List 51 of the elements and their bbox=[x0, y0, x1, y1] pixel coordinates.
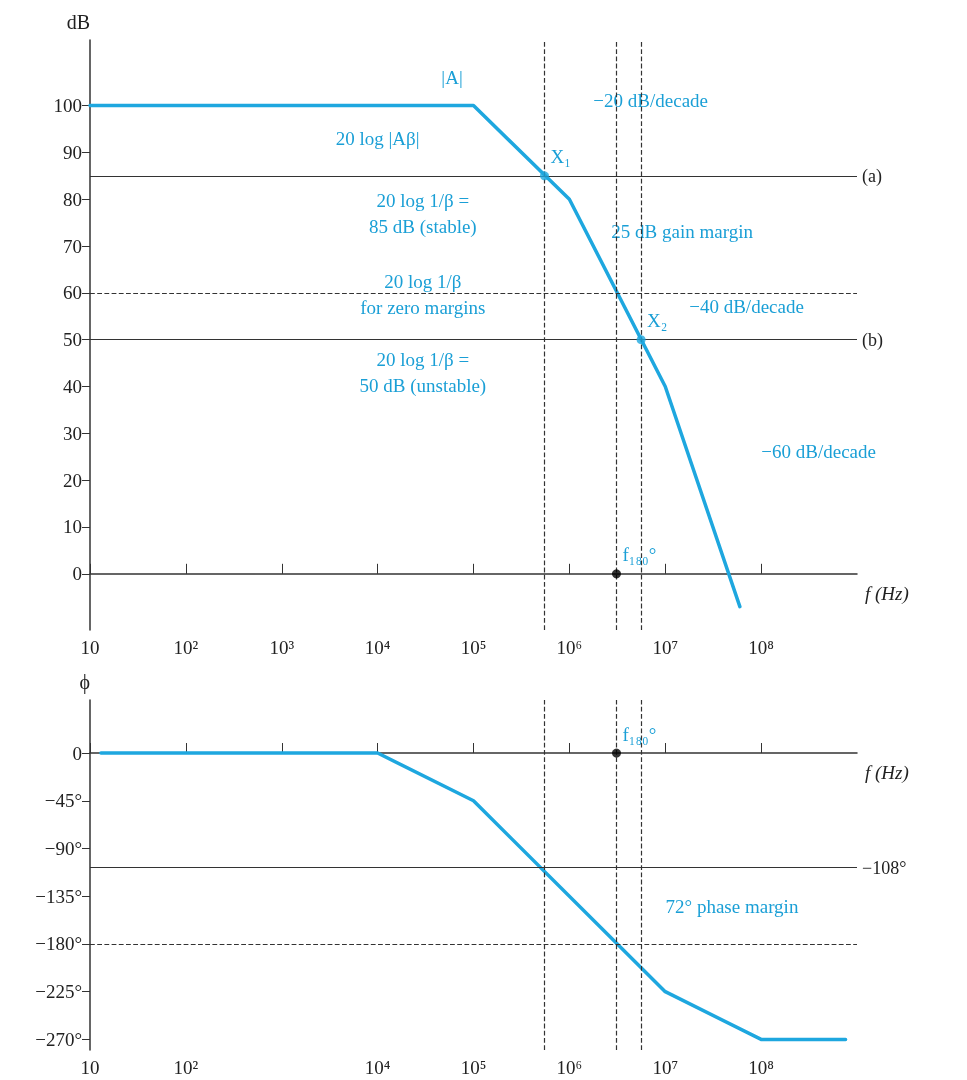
y-tick-label: 70 bbox=[63, 235, 82, 257]
annotation: 20 log 1/β for zero margins bbox=[360, 271, 486, 319]
x-tick-label: 10⁵ bbox=[460, 637, 487, 658]
x-tick-label: 10⁶ bbox=[556, 637, 583, 658]
x-tick-label: 10² bbox=[173, 637, 199, 658]
annotation: f₁₈₀° bbox=[622, 544, 657, 566]
y-tick-label: −135° bbox=[35, 885, 82, 907]
y-tick-label: 50 bbox=[63, 329, 82, 351]
annotation: 20 log |Aβ| bbox=[335, 128, 420, 150]
x-tick-label: 10² bbox=[173, 1057, 199, 1078]
ref-line-label: (a) bbox=[862, 165, 882, 187]
x-tick-label: 10⁴ bbox=[364, 1057, 391, 1078]
y-axis-title: dB bbox=[66, 11, 90, 33]
annotation: 72° phase margin bbox=[665, 896, 799, 918]
annotation: −60 dB/decade bbox=[761, 441, 876, 463]
y-tick-label: 40 bbox=[63, 376, 82, 398]
annotation: 20 log 1/β = 85 dB (stable) bbox=[369, 189, 477, 238]
x-tick-label: 10⁴ bbox=[364, 637, 391, 658]
y-tick-label: −180° bbox=[35, 933, 82, 955]
y-tick-label: 100 bbox=[53, 95, 82, 117]
x-tick-label: 10⁷ bbox=[652, 637, 679, 658]
y-tick-label: 80 bbox=[63, 188, 82, 210]
x-tick-label: 10⁸ bbox=[748, 1057, 774, 1078]
x-tick-label: 10³ bbox=[269, 637, 295, 658]
annotation: −40 dB/decade bbox=[689, 296, 804, 318]
y-tick-label: 30 bbox=[63, 422, 82, 444]
annotation: f₁₈₀° bbox=[622, 723, 657, 745]
ref-line-label: (b) bbox=[862, 329, 883, 351]
y-tick-label: 60 bbox=[63, 282, 82, 304]
x-tick-label: 10⁷ bbox=[652, 1057, 679, 1078]
x-tick-label: 10⁸ bbox=[748, 637, 774, 658]
y-tick-label: 10 bbox=[63, 516, 82, 538]
annotation: |A| bbox=[441, 66, 463, 88]
x-axis-title: f (Hz) bbox=[865, 762, 909, 785]
annotation: 20 log 1/β = 50 dB (unstable) bbox=[359, 348, 487, 397]
y-tick-label: −225° bbox=[35, 981, 82, 1003]
y-tick-label: −270° bbox=[35, 1028, 82, 1050]
y-tick-label: 0 bbox=[72, 563, 82, 585]
y-tick-label: −45° bbox=[44, 790, 82, 812]
annotation: X₁ bbox=[550, 146, 571, 168]
x-axis-title: f (Hz) bbox=[865, 582, 909, 605]
y-axis-title: ϕ bbox=[79, 671, 90, 694]
y-tick-label: 90 bbox=[63, 141, 82, 163]
y-tick-label: 20 bbox=[63, 469, 82, 491]
y-tick-label: −90° bbox=[44, 837, 82, 859]
x-tick-label: 10⁶ bbox=[556, 1057, 583, 1078]
x-tick-label: 10⁵ bbox=[460, 1057, 487, 1078]
annotation: X₂ bbox=[647, 310, 668, 332]
ref-line-label: −108° bbox=[862, 857, 907, 878]
annotation: −20 dB/decade bbox=[593, 90, 709, 112]
y-tick-label: 0 bbox=[72, 742, 82, 764]
